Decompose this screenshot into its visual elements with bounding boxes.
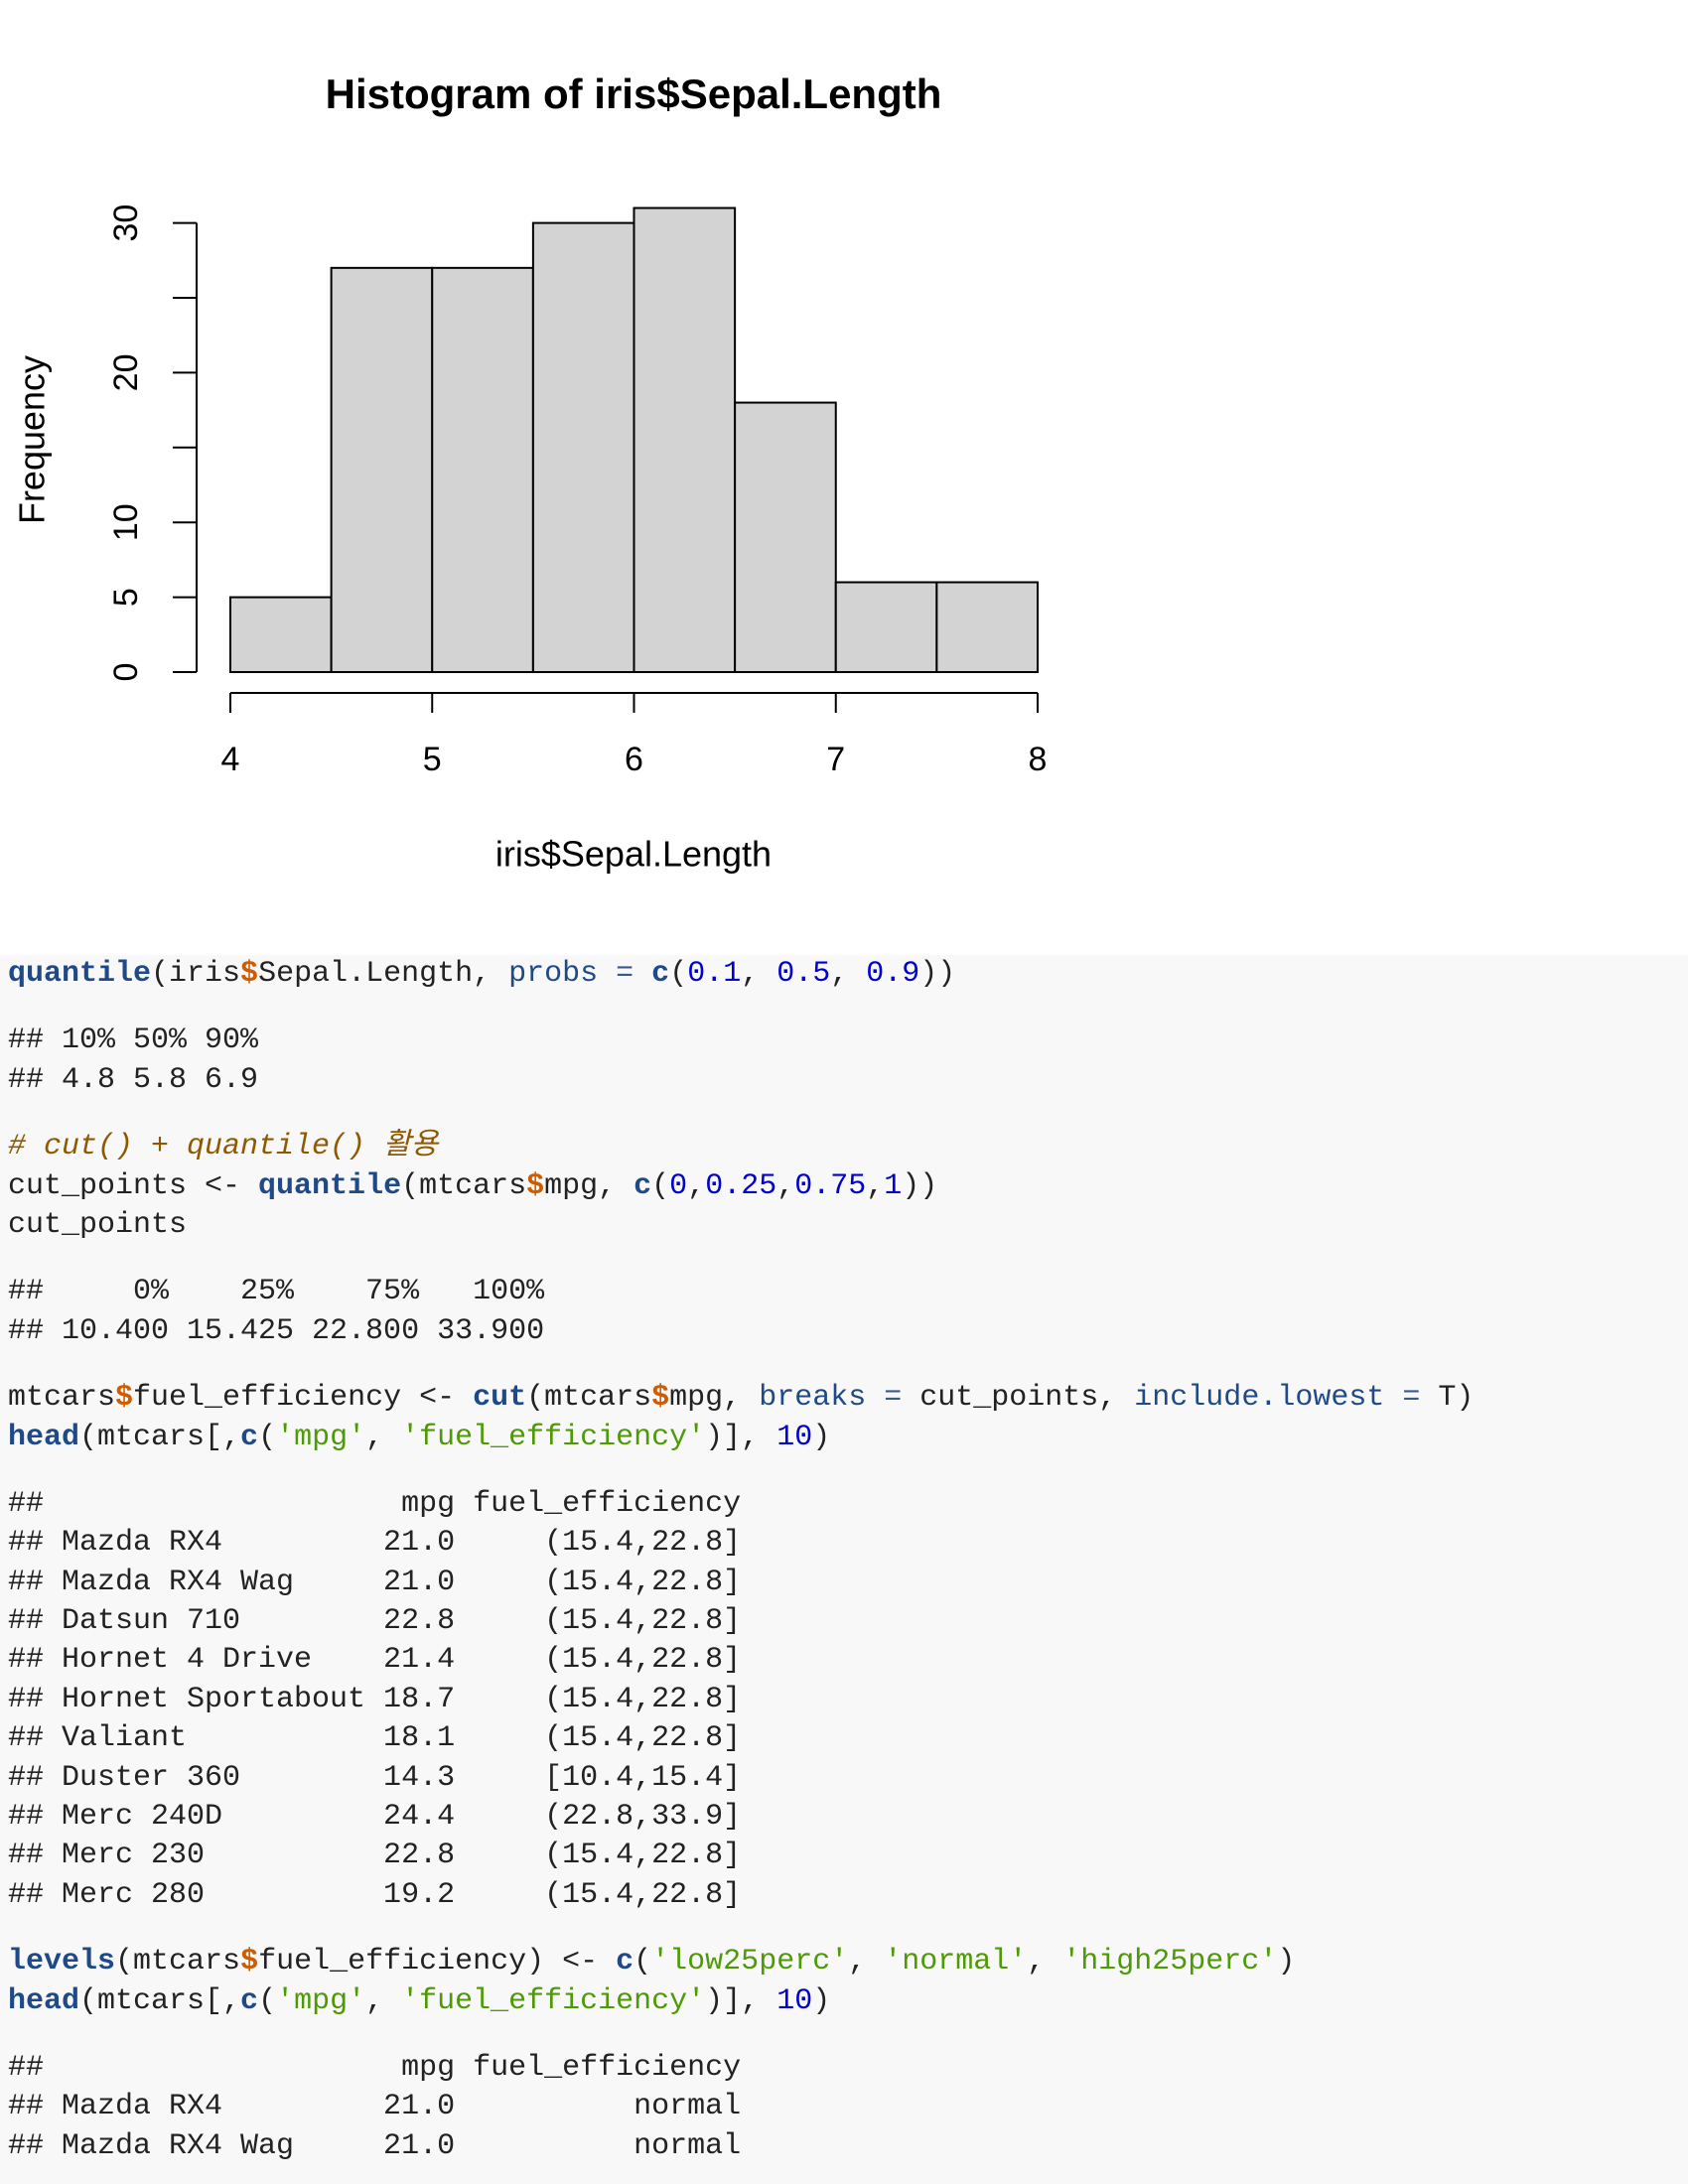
code-line: head(mtcars[,c('mpg', 'fuel_efficiency')… xyxy=(8,1420,831,1454)
dollar: $ xyxy=(115,1381,134,1416)
function-name: quantile xyxy=(8,957,152,991)
output-line: ## Mazda RX4 21.0 (15.4,22.8] xyxy=(8,1526,742,1561)
bar xyxy=(431,266,534,673)
output-line: ## Mazda RX4 Wag 21.0 normal xyxy=(8,2128,742,2163)
code-line: levels(mtcars$fuel_efficiency) <- c('low… xyxy=(8,1945,1296,1979)
code-chunk: quantile(iris$Sepal.Length, probs = c(0.… xyxy=(0,955,1688,994)
number: 10 xyxy=(776,1420,813,1454)
string: 'mpg' xyxy=(276,1420,366,1454)
output-chunk: ## 10% 50% 90% ## 4.8 5.8 6.9 xyxy=(0,1022,1688,1100)
output-chunk: ## mpg fuel_efficiency ## Mazda RX4 21.0 … xyxy=(0,2049,1688,2166)
code-line: cut_points xyxy=(8,1207,188,1242)
y-tick-label: 30 xyxy=(107,205,145,242)
bar xyxy=(229,596,333,673)
bar xyxy=(633,206,737,674)
number: 10 xyxy=(776,1983,813,2018)
string: 'normal' xyxy=(884,1945,1028,1979)
bar xyxy=(834,581,938,674)
y-tick-label: 10 xyxy=(107,503,145,541)
output-line: ## 4.8 5.8 6.9 xyxy=(8,1062,277,1097)
code-line: # cut() + quantile() 활용 xyxy=(8,1128,1688,1166)
string: 'fuel_efficiency' xyxy=(401,1420,706,1454)
output-chunk: ## mpg fuel_efficiency ## Mazda RX4 21.0 … xyxy=(0,1485,1688,1915)
function-name: head xyxy=(8,1983,80,2018)
bar xyxy=(531,221,635,673)
comment: # cut() + quantile() 활용 xyxy=(8,1130,439,1164)
number: 0.9 xyxy=(866,957,920,991)
argument-name: probs xyxy=(508,957,599,991)
argument-name: breaks xyxy=(759,1381,867,1416)
string: 'low25perc' xyxy=(651,1945,849,1979)
number: 0.25 xyxy=(705,1168,777,1203)
y-axis-label: Frequency xyxy=(12,355,53,524)
code-chunk: # cut() + quantile() 활용 cut_points <- qua… xyxy=(0,1128,1688,1245)
bar xyxy=(734,401,837,673)
function-name: quantile xyxy=(258,1168,402,1203)
output-line: ## Datsun 710 22.8 (15.4,22.8] xyxy=(8,1604,742,1639)
code-line: head(mtcars[,c('mpg', 'fuel_efficiency')… xyxy=(8,1983,831,2018)
argument-name: include.lowest xyxy=(1134,1381,1385,1416)
string: 'fuel_efficiency' xyxy=(401,1983,706,2018)
operator: = xyxy=(884,1381,903,1416)
output-chunk: ## 0% 25% 75% 100% ## 10.400 15.425 22.8… xyxy=(0,1273,1688,1351)
output-line: ## Merc 240D 24.4 (22.8,33.9] xyxy=(8,1800,742,1835)
string: 'high25perc' xyxy=(1062,1945,1278,1979)
y-tick-label: 20 xyxy=(107,353,145,391)
code-line: cut_points <- quantile(mtcars$mpg, c(0,0… xyxy=(8,1168,938,1203)
number: 0 xyxy=(669,1168,688,1203)
dollar: $ xyxy=(651,1381,670,1416)
operator: = xyxy=(1402,1381,1421,1416)
output-line: ## Mazda RX4 Wag 21.0 (15.4,22.8] xyxy=(8,1565,742,1599)
output-line: ## mpg fuel_efficiency xyxy=(8,2050,742,2085)
output-line: ## Merc 230 22.8 (15.4,22.8] xyxy=(8,1839,742,1873)
y-tick-label: 0 xyxy=(107,663,145,682)
x-tick-label: 7 xyxy=(826,741,845,778)
x-tick-label: 4 xyxy=(221,741,240,778)
code-chunk: mtcars$fuel_efficiency <- cut(mtcars$mpg… xyxy=(0,1379,1688,1457)
number: 0.5 xyxy=(776,957,831,991)
y-tick-label: 5 xyxy=(107,588,145,607)
function-name: c xyxy=(633,1168,652,1203)
code-line: mtcars$fuel_efficiency <- cut(mtcars$mpg… xyxy=(8,1381,1475,1416)
function-name: levels xyxy=(8,1945,116,1979)
output-line: ## Hornet 4 Drive 21.4 (15.4,22.8] xyxy=(8,1643,742,1678)
string: 'mpg' xyxy=(276,1983,366,2018)
output-line: ## Duster 360 14.3 [10.4,15.4] xyxy=(8,1760,742,1795)
bar xyxy=(330,266,434,673)
dollar: $ xyxy=(240,957,259,991)
output-line: ## 10.400 15.425 22.800 33.900 xyxy=(8,1313,563,1348)
function-name: c xyxy=(651,957,670,991)
function-name: c xyxy=(240,1983,259,2018)
code-line: quantile(iris$Sepal.Length, probs = c(0.… xyxy=(8,957,956,991)
output-line: ## Valiant 18.1 (15.4,22.8] xyxy=(8,1721,742,1756)
operator: = xyxy=(616,957,634,991)
output-line: ## 0% 25% 75% 100% xyxy=(8,1275,563,1309)
dollar: $ xyxy=(240,1945,259,1979)
x-tick-label: 5 xyxy=(423,741,442,778)
output-line: ## Mazda RX4 21.0 normal xyxy=(8,2090,742,2124)
number: 0.75 xyxy=(794,1168,867,1203)
document: quantile(iris$Sepal.Length, probs = c(0.… xyxy=(0,955,1688,2184)
x-axis-label: iris$Sepal.Length xyxy=(495,834,772,875)
number: 0.1 xyxy=(687,957,742,991)
chart-title: Histogram of iris$Sepal.Length xyxy=(326,70,942,117)
code-chunk: levels(mtcars$fuel_efficiency) <- c('low… xyxy=(0,1943,1688,2021)
bar xyxy=(935,581,1039,674)
output-line: ## Hornet Sportabout 18.7 (15.4,22.8] xyxy=(8,1682,742,1716)
function-name: head xyxy=(8,1420,80,1454)
x-tick-label: 8 xyxy=(1029,741,1048,778)
output-line: ## 10% 50% 90% xyxy=(8,1024,277,1058)
function-name: c xyxy=(616,1945,634,1979)
chart: Histogram of iris$Sepal.Length iris$Sepa… xyxy=(12,70,1048,875)
number: 1 xyxy=(884,1168,903,1203)
output-line: ## mpg fuel_efficiency xyxy=(8,1486,742,1521)
function-name: c xyxy=(240,1420,259,1454)
dollar: $ xyxy=(526,1168,545,1203)
function-name: cut xyxy=(473,1381,527,1416)
x-tick-label: 6 xyxy=(625,741,643,778)
output-line: ## Merc 280 19.2 (15.4,22.8] xyxy=(8,1877,742,1912)
